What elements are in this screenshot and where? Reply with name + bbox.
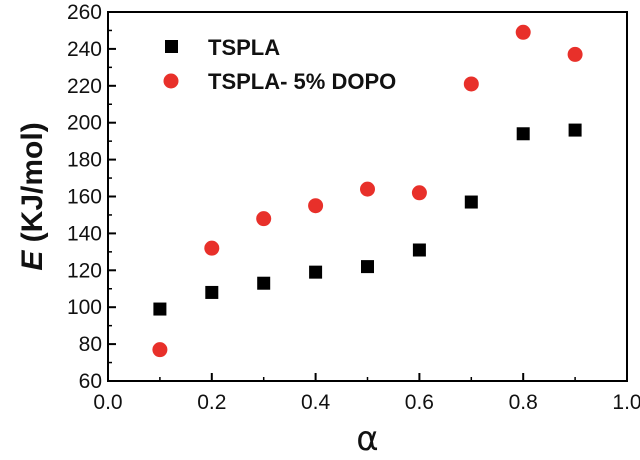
tspla-dopo-point (256, 211, 272, 227)
tspla-point (309, 265, 323, 279)
y-tick-label: 240 (67, 38, 102, 61)
tspla-point (516, 127, 530, 141)
x-tick-labels: 0.0 0.2 0.4 0.6 0.8 1.0 (93, 391, 640, 414)
tspla-dopo-point (515, 24, 531, 40)
tspla-point (568, 123, 582, 137)
tspla-point (257, 276, 271, 290)
legend-marker-tspla-dopo (163, 73, 179, 89)
y-tick-label: 60 (79, 370, 102, 393)
data-marks (152, 24, 583, 358)
x-tick-label: 0.0 (93, 391, 122, 414)
y-tick-label: 180 (67, 149, 102, 172)
tspla-dopo-point (360, 181, 375, 197)
tspla-dopo-point (204, 240, 220, 256)
tspla-point (361, 260, 374, 274)
tspla-point (205, 285, 219, 299)
x-tick-label: 1.0 (612, 391, 640, 414)
y-tick-label: 140 (67, 222, 102, 245)
y-axis-variable: E (16, 250, 49, 271)
y-axis-title: E (KJ/mol) (16, 122, 49, 270)
tspla-point (153, 302, 167, 316)
y-tick-label: 100 (67, 296, 102, 319)
tspla-dopo-point (567, 46, 583, 62)
tspla-dopo-point (152, 342, 168, 358)
x-tick-label: 0.4 (301, 391, 331, 414)
plot-frame (107, 11, 628, 382)
legend: TSPLA TSPLA- 5% DOPO (163, 35, 396, 94)
y-axis-unit: (KJ/mol) (16, 122, 49, 250)
tspla-dopo-point (308, 198, 324, 214)
x-tick-label: 0.6 (405, 391, 434, 414)
legend-label-tspla-dopo: TSPLA- 5% DOPO (208, 69, 396, 94)
y-tick-label: 220 (67, 75, 102, 98)
y-tick-label: 260 (67, 1, 102, 24)
x-tick-label: 0.2 (197, 391, 226, 414)
y-tick-label: 160 (67, 186, 102, 209)
legend-label-tspla: TSPLA (208, 35, 280, 60)
y-tick-label: 200 (67, 112, 102, 135)
y-tick-label: 80 (79, 333, 102, 356)
y-tick-labels: 60 80 100 120 140 160 180 200 220 240 260 (67, 1, 102, 393)
tspla-dopo-point (463, 76, 479, 92)
tspla-point (412, 243, 426, 257)
x-axis-title: α (356, 419, 378, 459)
tspla-point (464, 195, 478, 209)
y-tick-label: 120 (67, 259, 102, 282)
tspla-dopo-point (411, 185, 427, 201)
legend-marker-tspla (165, 40, 178, 53)
x-tick-label: 0.8 (509, 391, 538, 414)
